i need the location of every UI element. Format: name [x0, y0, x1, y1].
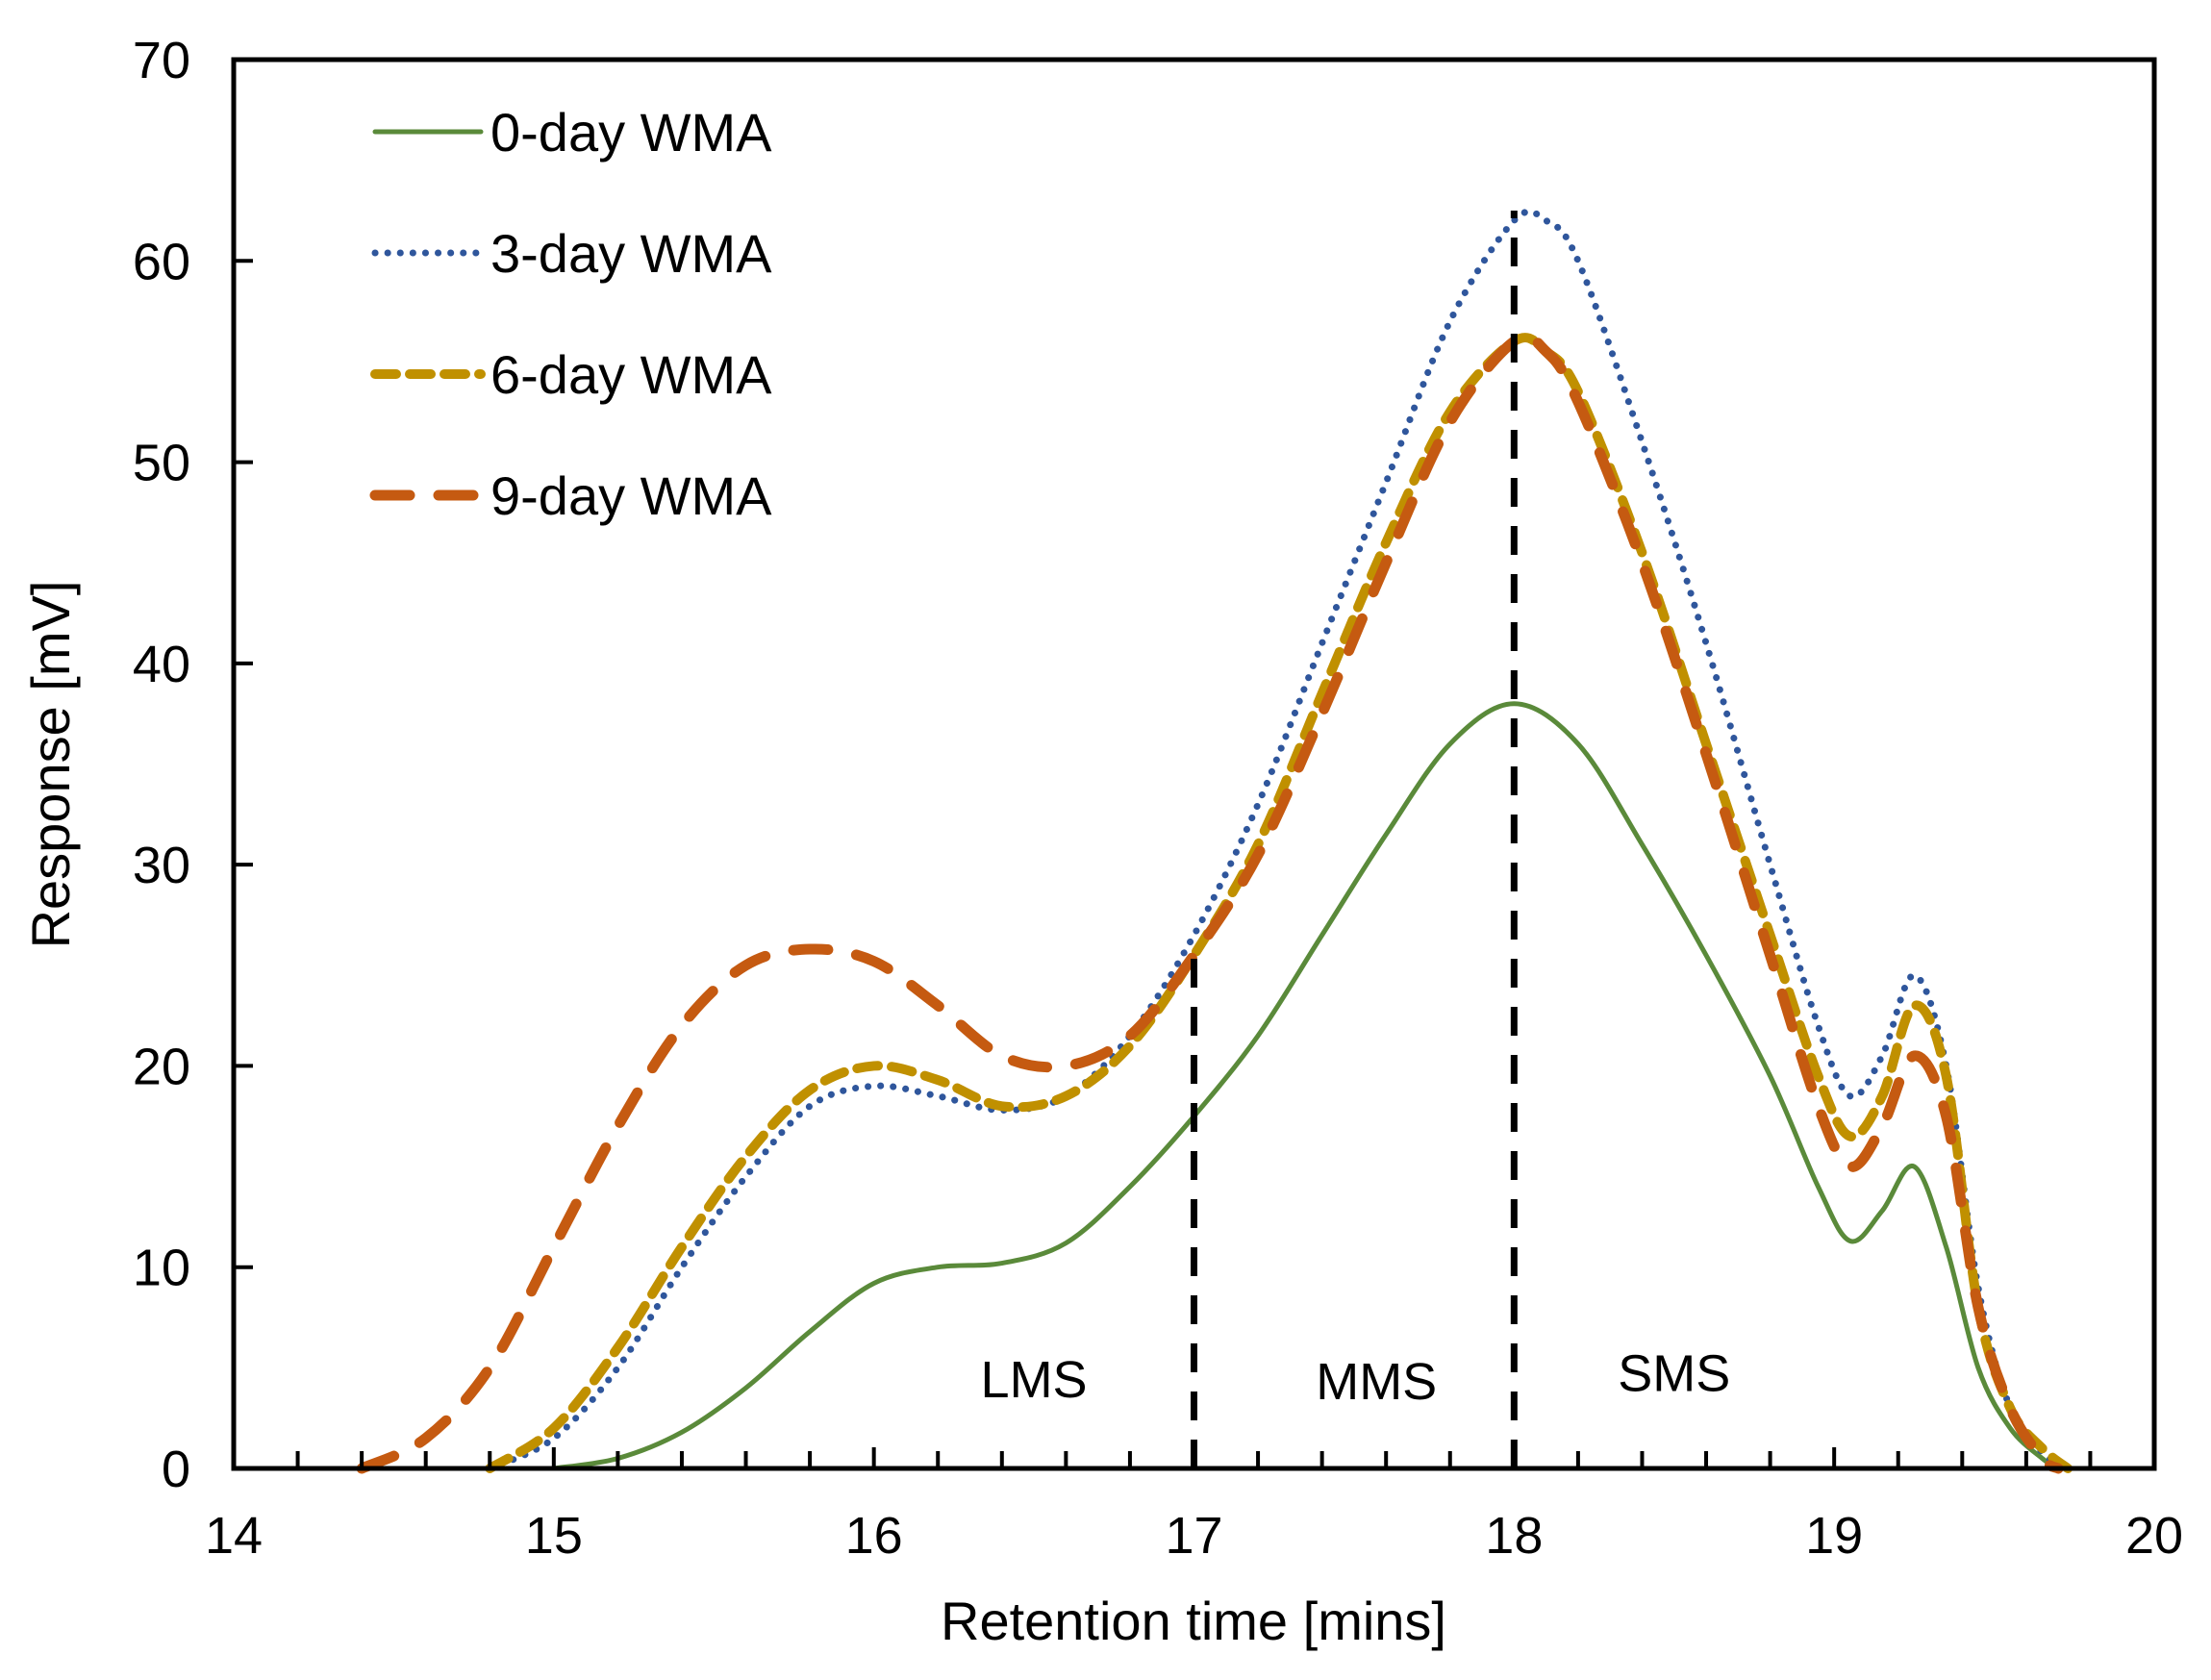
y-tick-label: 0 — [162, 1441, 190, 1498]
y-tick-label: 50 — [133, 435, 190, 492]
legend: 0-day WMA 3-day WMA 6-day WMA 9-day WMA — [369, 102, 772, 526]
x-axis-label: Retention time [mins] — [941, 1591, 1446, 1651]
annotations: LMS MMS SMS — [981, 1345, 1731, 1411]
x-tick-label: 20 — [2125, 1507, 2183, 1565]
x-tick-label: 15 — [525, 1507, 583, 1565]
series-line-0-day-wma — [551, 701, 2061, 1471]
x-tick-label: 18 — [1485, 1507, 1543, 1565]
y-tick-label: 10 — [133, 1240, 190, 1297]
legend-label: 3-day WMA — [490, 223, 772, 284]
axis-ticks: 14 15 16 17 18 19 20 0 10 20 30 40 50 60 70 — [133, 32, 2183, 1565]
y-axis-label: Response [mV] — [20, 581, 81, 949]
series-line-3-day-wma — [486, 208, 2069, 1472]
series-line-9-day-wma — [356, 331, 2064, 1474]
x-tick-label: 17 — [1165, 1507, 1222, 1565]
x-tick-label: 16 — [845, 1507, 903, 1565]
region-label-sms: SMS — [1618, 1345, 1730, 1403]
y-tick-label: 30 — [133, 837, 190, 894]
x-tick-label: 19 — [1805, 1507, 1863, 1565]
legend-label: 6-day WMA — [490, 344, 772, 405]
y-tick-label: 60 — [133, 233, 190, 290]
y-tick-label: 70 — [133, 32, 190, 89]
region-label-mms: MMS — [1316, 1353, 1437, 1411]
x-tick-label: 14 — [205, 1507, 263, 1565]
series-layer — [356, 208, 2073, 1474]
y-tick-label: 20 — [133, 1038, 190, 1095]
region-dividers — [1191, 210, 1518, 1468]
legend-label: 0-day WMA — [490, 102, 772, 163]
region-label-lms: LMS — [981, 1351, 1088, 1409]
y-tick-label: 40 — [133, 636, 190, 693]
legend-label: 9-day WMA — [490, 465, 772, 526]
